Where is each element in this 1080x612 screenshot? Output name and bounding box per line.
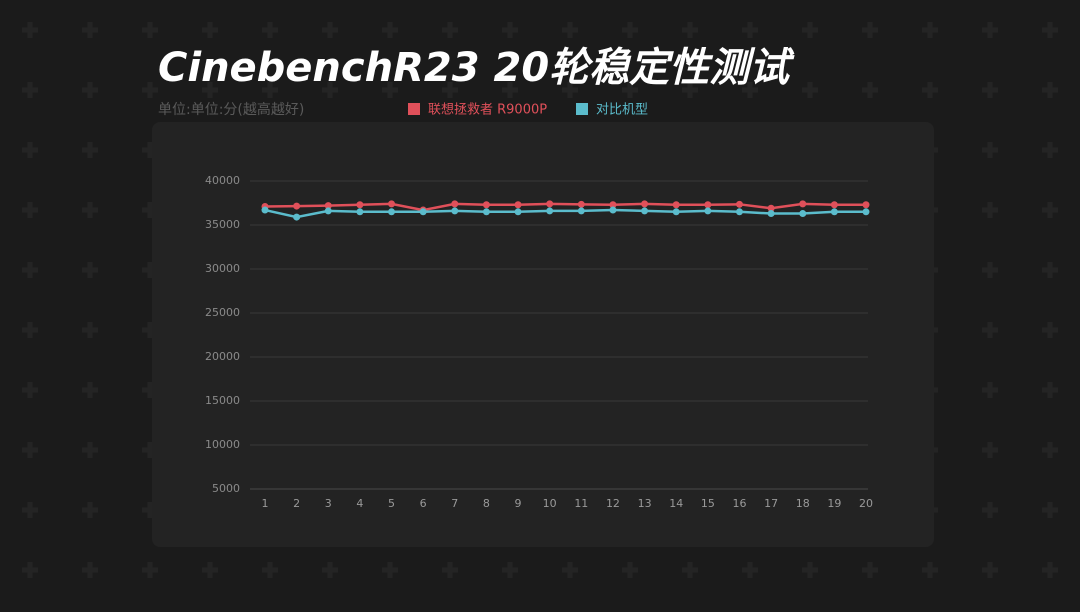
- x-tick-label: 8: [483, 497, 490, 510]
- data-point: [577, 207, 585, 215]
- series-line: [264, 202, 866, 212]
- legend-label: 联想拯救者 R9000P: [428, 102, 547, 118]
- x-tick-label: 4: [356, 497, 363, 510]
- y-tick-label: 35000: [205, 218, 240, 231]
- data-point: [388, 208, 396, 216]
- x-tick-label: 9: [515, 497, 522, 510]
- data-point: [482, 201, 490, 209]
- series-line: [264, 208, 866, 219]
- x-tick-label: 14: [669, 497, 683, 510]
- x-tick-label: 20: [859, 497, 873, 510]
- x-tick-label: 10: [543, 497, 557, 510]
- data-point: [799, 200, 807, 208]
- data-point: [672, 201, 680, 209]
- x-tick-label: 17: [764, 497, 778, 510]
- data-point: [862, 208, 870, 216]
- y-tick-label: 30000: [205, 262, 240, 275]
- legend-swatch: [576, 103, 588, 115]
- data-point: [324, 202, 332, 210]
- data-point: [324, 207, 332, 215]
- x-tick-label: 19: [827, 497, 841, 510]
- x-tick-label: 12: [606, 497, 620, 510]
- data-point: [546, 207, 554, 215]
- data-point: [609, 206, 617, 214]
- x-tick-label: 15: [701, 497, 715, 510]
- chart-subtitle: 单位:单位:分(越高越好): [158, 101, 304, 118]
- x-tick-label: 2: [293, 497, 300, 510]
- data-point: [356, 208, 364, 216]
- y-tick-label: 20000: [205, 350, 240, 363]
- legend-label: 对比机型: [596, 103, 648, 118]
- data-point: [261, 206, 269, 214]
- data-point: [735, 208, 743, 216]
- data-point: [641, 207, 649, 215]
- data-point: [293, 213, 301, 221]
- y-tick-label: 40000: [205, 174, 240, 187]
- x-tick-label: 6: [420, 497, 427, 510]
- x-tick-label: 18: [796, 497, 810, 510]
- data-point: [388, 200, 396, 208]
- chart-title: CinebenchR23 20轮稳定性测试: [158, 45, 795, 91]
- y-tick-label: 10000: [205, 438, 240, 451]
- data-point: [767, 204, 775, 212]
- data-point: [704, 201, 712, 209]
- y-tick-label: 15000: [205, 394, 240, 407]
- data-point: [735, 200, 743, 208]
- x-tick-label: 13: [638, 497, 652, 510]
- data-point: [482, 208, 490, 216]
- y-tick-label: 5000: [212, 482, 240, 495]
- data-point: [514, 208, 522, 216]
- data-point: [799, 210, 807, 218]
- x-tick-label: 5: [388, 497, 395, 510]
- data-point: [451, 200, 459, 208]
- y-tick-label: 25000: [205, 306, 240, 319]
- data-point: [293, 202, 301, 210]
- x-tick-label: 1: [262, 497, 269, 510]
- x-tick-label: 3: [325, 497, 332, 510]
- data-point: [419, 208, 427, 216]
- data-point: [609, 201, 617, 209]
- data-point: [514, 201, 522, 209]
- data-point: [767, 210, 775, 218]
- data-point: [451, 207, 459, 215]
- data-point: [672, 208, 680, 216]
- data-point: [830, 201, 838, 209]
- x-tick-label: 7: [451, 497, 458, 510]
- x-tick-label: 11: [574, 497, 588, 510]
- data-point: [577, 200, 585, 208]
- data-point: [862, 201, 870, 209]
- data-point: [704, 207, 712, 215]
- data-point: [641, 200, 649, 208]
- data-point: [356, 201, 364, 209]
- legend-swatch: [408, 103, 420, 115]
- data-point: [546, 200, 554, 208]
- x-tick-label: 16: [732, 497, 746, 510]
- data-point: [830, 208, 838, 216]
- panel: [152, 122, 934, 547]
